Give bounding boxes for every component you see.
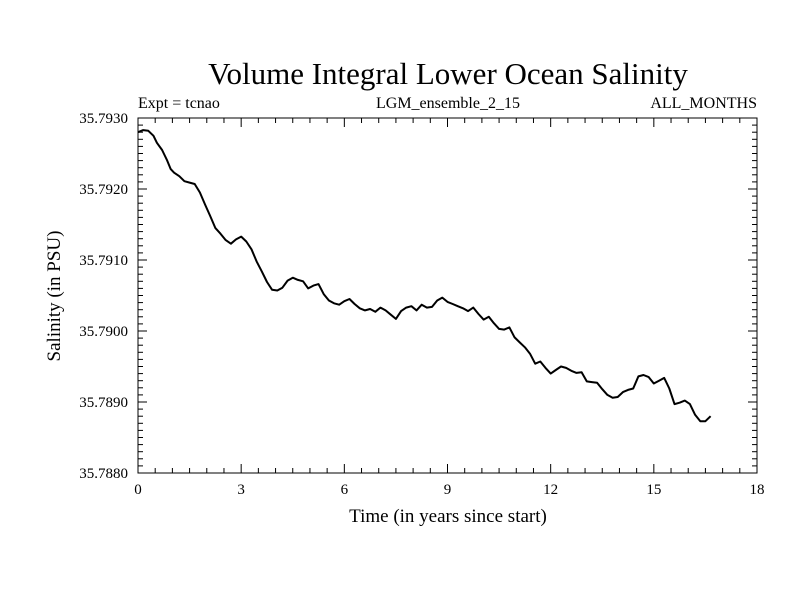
- x-tick-label: 15: [646, 482, 661, 498]
- months-label: ALL_MONTHS: [650, 95, 757, 112]
- x-axis-label: Time (in years since start): [349, 506, 547, 527]
- x-tick-label: 6: [341, 482, 349, 498]
- y-tick-label: 35.7930: [79, 111, 128, 127]
- x-tick-label: 0: [134, 482, 142, 498]
- x-tick-label: 18: [750, 482, 765, 498]
- x-tick-label: 3: [237, 482, 245, 498]
- series-line-salinity: [137, 129, 712, 423]
- y-axis-label: Salinity (in PSU): [44, 231, 65, 362]
- y-tick-label: 35.7920: [79, 182, 128, 198]
- x-tick-label: 9: [444, 482, 452, 498]
- chart-title: Volume Integral Lower Ocean Salinity: [208, 56, 688, 91]
- y-tick-label: 35.7880: [79, 466, 128, 482]
- y-tick-label: 35.7900: [79, 324, 128, 340]
- plot-area: 0 3 6 9 12 15 18 35.7880 35.7890 35.7900 35.7910 35…: [79, 111, 764, 498]
- plot-frame: [137, 117, 758, 474]
- y-tick-label: 35.7890: [79, 395, 128, 411]
- experiment-label: Expt = tcnao: [138, 95, 220, 112]
- ensemble-label: LGM_ensemble_2_15: [376, 95, 520, 112]
- x-tick-label: 12: [543, 482, 558, 498]
- y-tick-label: 35.7910: [79, 253, 128, 269]
